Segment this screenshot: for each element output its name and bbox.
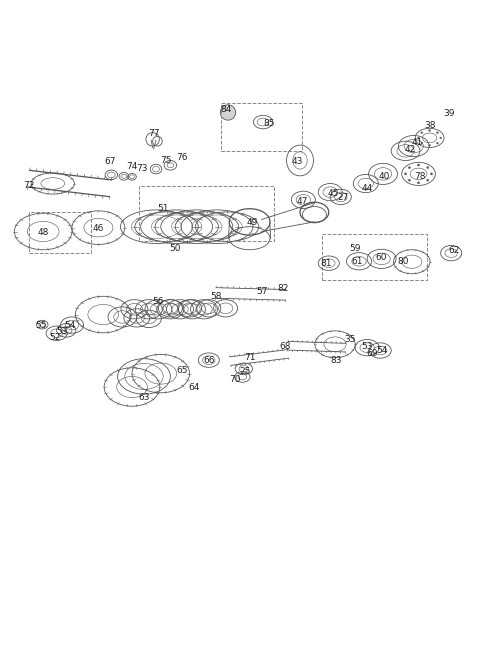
Text: 77: 77	[148, 128, 159, 138]
Circle shape	[429, 145, 431, 146]
Text: 38: 38	[424, 121, 435, 130]
Text: 50: 50	[169, 244, 181, 253]
Text: 55: 55	[35, 320, 47, 329]
Circle shape	[429, 130, 431, 132]
Text: 49: 49	[246, 218, 258, 227]
Text: 44: 44	[361, 184, 373, 193]
Text: 84: 84	[220, 105, 231, 113]
Text: 81: 81	[321, 259, 332, 268]
Circle shape	[220, 105, 236, 120]
Text: 62: 62	[448, 246, 459, 255]
Circle shape	[421, 142, 422, 144]
Text: 53: 53	[361, 342, 373, 351]
Text: 72: 72	[23, 181, 35, 191]
Text: 80: 80	[397, 257, 409, 266]
Text: 68: 68	[280, 342, 291, 351]
Text: 60: 60	[376, 253, 387, 263]
Text: 52: 52	[49, 333, 61, 342]
Text: 73: 73	[136, 164, 147, 173]
Text: 51: 51	[157, 204, 169, 213]
Text: 66: 66	[203, 356, 215, 365]
Text: 54: 54	[376, 346, 387, 354]
Text: 39: 39	[443, 109, 455, 119]
Circle shape	[431, 173, 432, 175]
Circle shape	[408, 179, 410, 181]
Text: 54: 54	[64, 320, 75, 329]
Circle shape	[437, 142, 438, 144]
Text: 82: 82	[277, 284, 289, 293]
Text: 59: 59	[349, 244, 361, 253]
Text: 25: 25	[239, 367, 251, 376]
Circle shape	[405, 173, 407, 175]
Circle shape	[418, 164, 420, 166]
Text: 57: 57	[256, 286, 267, 295]
Text: 69: 69	[366, 349, 378, 358]
Circle shape	[408, 166, 410, 169]
Text: 40: 40	[378, 172, 390, 181]
Text: 42: 42	[405, 145, 416, 155]
Circle shape	[418, 181, 420, 184]
Text: 63: 63	[138, 392, 150, 402]
Text: 47: 47	[297, 197, 308, 206]
Text: 64: 64	[189, 383, 200, 392]
Text: 71: 71	[244, 353, 255, 362]
Text: 78: 78	[414, 172, 426, 181]
Text: 35: 35	[345, 335, 356, 344]
Text: 53: 53	[57, 327, 68, 336]
Circle shape	[440, 137, 442, 139]
Text: 70: 70	[229, 375, 241, 384]
Text: 83: 83	[330, 356, 342, 365]
Text: 75: 75	[160, 156, 171, 165]
Text: 67: 67	[105, 157, 116, 166]
Text: 43: 43	[292, 157, 303, 166]
Text: 45: 45	[328, 189, 339, 198]
Text: 48: 48	[37, 229, 49, 238]
Text: 74: 74	[126, 162, 138, 171]
Text: 58: 58	[210, 291, 222, 301]
Text: 85: 85	[263, 119, 275, 128]
Circle shape	[437, 132, 438, 134]
Text: 41: 41	[412, 138, 423, 147]
Circle shape	[427, 179, 429, 181]
Text: 46: 46	[93, 224, 104, 233]
Text: 56: 56	[153, 297, 164, 306]
Circle shape	[421, 132, 422, 134]
Circle shape	[427, 166, 429, 169]
Text: 76: 76	[177, 153, 188, 162]
Text: 27: 27	[337, 193, 349, 202]
Text: 61: 61	[352, 257, 363, 266]
Circle shape	[418, 137, 420, 139]
Text: 65: 65	[177, 366, 188, 375]
